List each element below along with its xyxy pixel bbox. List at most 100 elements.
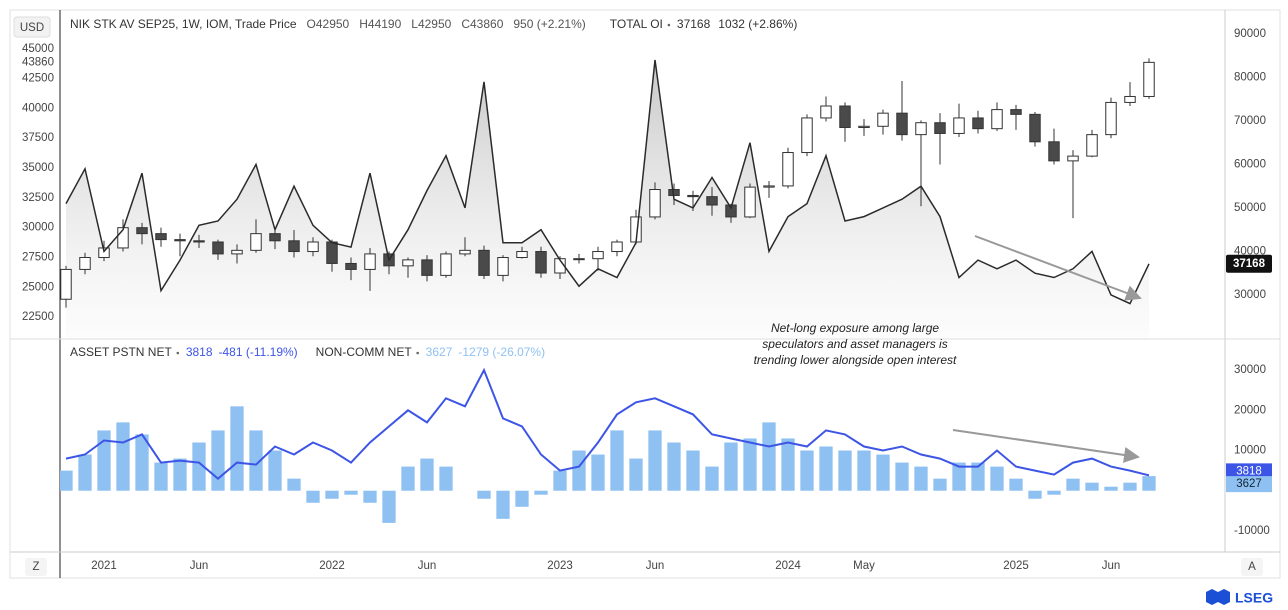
- oi-area: [66, 60, 1149, 338]
- candle-body: [60, 268, 72, 300]
- bar: [192, 442, 206, 491]
- oi-line: [65, 59, 1150, 305]
- candle-body: [345, 262, 357, 270]
- button[interactable]: [1241, 558, 1263, 576]
- bar: [572, 450, 586, 491]
- bar: [344, 490, 358, 495]
- y-tick-label: 37500: [22, 132, 54, 144]
- x-tick-label: 2021: [91, 560, 117, 572]
- candle-body: [250, 233, 262, 251]
- button-label[interactable]: Z: [32, 561, 39, 573]
- candle-body: [763, 185, 775, 188]
- candle-body: [554, 258, 566, 274]
- last-value-badge: [1226, 476, 1272, 493]
- bar: [629, 458, 643, 491]
- last-value-badge: [1226, 463, 1272, 480]
- last-value: 37168: [1233, 258, 1266, 270]
- x-tick-label: 2025: [1003, 560, 1029, 572]
- button[interactable]: [25, 558, 47, 576]
- trend-arrow: [974, 235, 1142, 301]
- y-tick-label: 35000: [22, 162, 54, 174]
- bar: [914, 466, 928, 491]
- bar: [1123, 482, 1137, 491]
- candle-body: [744, 186, 756, 218]
- legend-value: 3818: [186, 345, 213, 359]
- y2-tick-label: 90000: [1234, 28, 1266, 40]
- bar: [857, 450, 871, 491]
- last-value: 3627: [1236, 478, 1262, 490]
- candle-body: [1010, 109, 1022, 115]
- bar: [268, 450, 282, 491]
- bar: [230, 406, 244, 491]
- candle-body: [1086, 134, 1098, 157]
- quote-value: C43860: [461, 17, 503, 31]
- frame: [9, 9, 1281, 579]
- candle-body: [1029, 113, 1041, 143]
- legend-value: -1279 (-26.07%): [458, 345, 545, 359]
- bar: [306, 490, 320, 503]
- candle-body: [896, 112, 908, 136]
- title: NIK STK AV SEP25, 1W, IOM, Trade Price: [70, 17, 297, 31]
- candle-body: [1143, 61, 1155, 97]
- y-tick-label: 20000: [1234, 404, 1266, 416]
- y-tick-label: 42500: [22, 73, 54, 85]
- y-tick-label: 30000: [22, 222, 54, 234]
- currency-badge: [13, 16, 51, 38]
- bar: [686, 450, 700, 491]
- candle-body: [231, 249, 243, 255]
- candle-body: [649, 189, 661, 218]
- y-tick-label: -10000: [1234, 525, 1270, 537]
- bar: [515, 490, 529, 507]
- brand-logo: [1206, 589, 1230, 605]
- last-price: 43860: [22, 56, 54, 68]
- bar: [971, 462, 985, 491]
- annotation: trending lower alongside open interest: [754, 353, 957, 367]
- bar: [325, 490, 339, 499]
- bar: [496, 490, 510, 519]
- y2-tick-label: 80000: [1234, 71, 1266, 83]
- candle-body: [725, 204, 737, 218]
- separator-dot: [416, 351, 419, 355]
- bar: [800, 450, 814, 491]
- price-pane: [60, 58, 1155, 338]
- legend-name: ASSET PSTN NET: [70, 345, 172, 359]
- bar: [819, 446, 833, 491]
- candle-body: [326, 241, 338, 264]
- candle-body: [820, 105, 832, 119]
- candle-body: [801, 117, 813, 154]
- bar: [876, 454, 890, 491]
- candle-body: [877, 112, 889, 127]
- bar: [401, 466, 415, 491]
- candle-body: [478, 249, 490, 276]
- positioning-pane: [60, 367, 1156, 523]
- annotation: speculators and asset managers is: [762, 337, 947, 351]
- y-tick-label: 22500: [22, 311, 54, 323]
- candle-body: [858, 125, 870, 128]
- candle-body: [440, 253, 452, 276]
- legend-value: 1032 (+2.86%): [718, 17, 797, 31]
- y-tick-label: 27500: [22, 252, 54, 264]
- bar: [667, 442, 681, 491]
- y2-tick-label: 50000: [1234, 202, 1266, 214]
- bar: [363, 490, 377, 503]
- quote-value: 950 (+2.21%): [513, 17, 585, 31]
- x-tick-label: 2024: [775, 560, 801, 572]
- x-tick-label: Jun: [1102, 560, 1121, 572]
- button-label[interactable]: A: [1248, 561, 1256, 573]
- quote-value: O42950: [307, 17, 350, 31]
- candle-body: [915, 122, 927, 136]
- bar: [60, 470, 73, 491]
- candle-body: [1105, 101, 1117, 136]
- candle-body: [174, 239, 186, 242]
- bar: [838, 450, 852, 491]
- bar: [477, 490, 491, 499]
- candle-body: [535, 251, 547, 274]
- candle-body: [364, 253, 376, 270]
- candle-body: [212, 241, 224, 255]
- bar: [743, 438, 757, 491]
- line: [65, 367, 1150, 481]
- candle-body: [155, 233, 167, 241]
- bar: [1028, 490, 1042, 499]
- x-tick-label: Jun: [190, 560, 209, 572]
